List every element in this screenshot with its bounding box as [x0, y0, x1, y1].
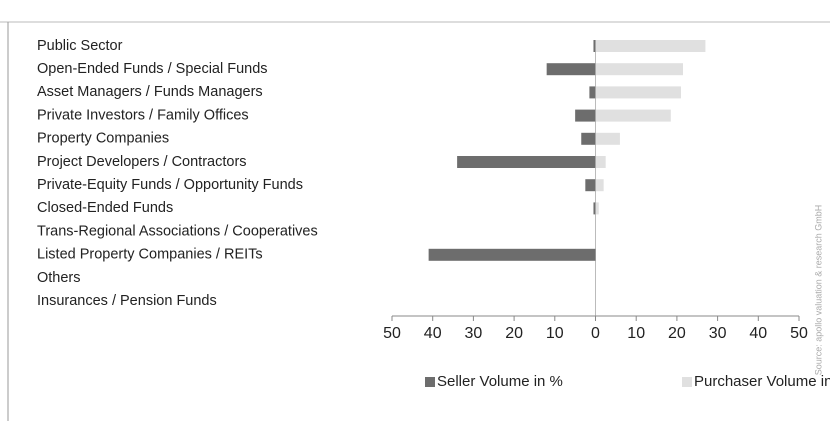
category-label: Trans-Regional Associations / Cooperativ…	[37, 223, 318, 239]
x-tick-label: 10	[546, 325, 564, 342]
x-tick-label: 50	[383, 325, 401, 342]
legend-swatch	[682, 377, 692, 387]
source: Source: apollo valuation & research GmbH	[813, 205, 823, 376]
x-tick-label: 0	[591, 325, 600, 342]
bar	[589, 86, 596, 99]
category-label: Private-Equity Funds / Opportunity Funds	[37, 177, 303, 193]
category-label: Others	[37, 270, 81, 286]
bar	[595, 40, 706, 52]
category-label: Asset Managers / Funds Managers	[37, 84, 263, 100]
bar	[595, 86, 681, 99]
category-label: Private Investors / Family Offices	[37, 107, 249, 123]
bar	[595, 179, 604, 192]
x-tick-label: 30	[709, 325, 727, 342]
category-label: Public Sector	[37, 38, 123, 54]
bar	[595, 132, 620, 145]
category-label: Property Companies	[37, 131, 169, 147]
bar	[457, 156, 596, 168]
bar	[595, 202, 599, 215]
bar	[428, 248, 596, 261]
bar	[593, 40, 596, 52]
category-label: Open-Ended Funds / Special Funds	[37, 61, 268, 77]
bar	[595, 109, 671, 122]
x-tick-label: 40	[749, 325, 767, 342]
x-tick-label: 10	[627, 325, 645, 342]
bar	[581, 132, 596, 145]
x-tick-label: 20	[668, 325, 686, 342]
legend-label: Seller Volume in %	[437, 373, 563, 390]
bar	[585, 179, 596, 192]
x-tick-label: 40	[424, 325, 442, 342]
x-tick-label: 50	[790, 325, 808, 342]
x-tick-label: 20	[505, 325, 523, 342]
category-label: Closed-Ended Funds	[37, 200, 173, 216]
legend-label: Purchaser Volume in %	[694, 373, 830, 390]
bar	[593, 202, 596, 215]
category-label: Insurances / Pension Funds	[37, 293, 217, 309]
legend-swatch	[425, 377, 435, 387]
bar	[595, 63, 684, 76]
bar	[595, 156, 606, 168]
bar	[546, 63, 596, 76]
category-label: Listed Property Companies / REITs	[37, 247, 263, 263]
x-tick-label: 30	[465, 325, 483, 342]
bar	[575, 109, 596, 122]
category-label: Project Developers / Contractors	[37, 154, 247, 170]
